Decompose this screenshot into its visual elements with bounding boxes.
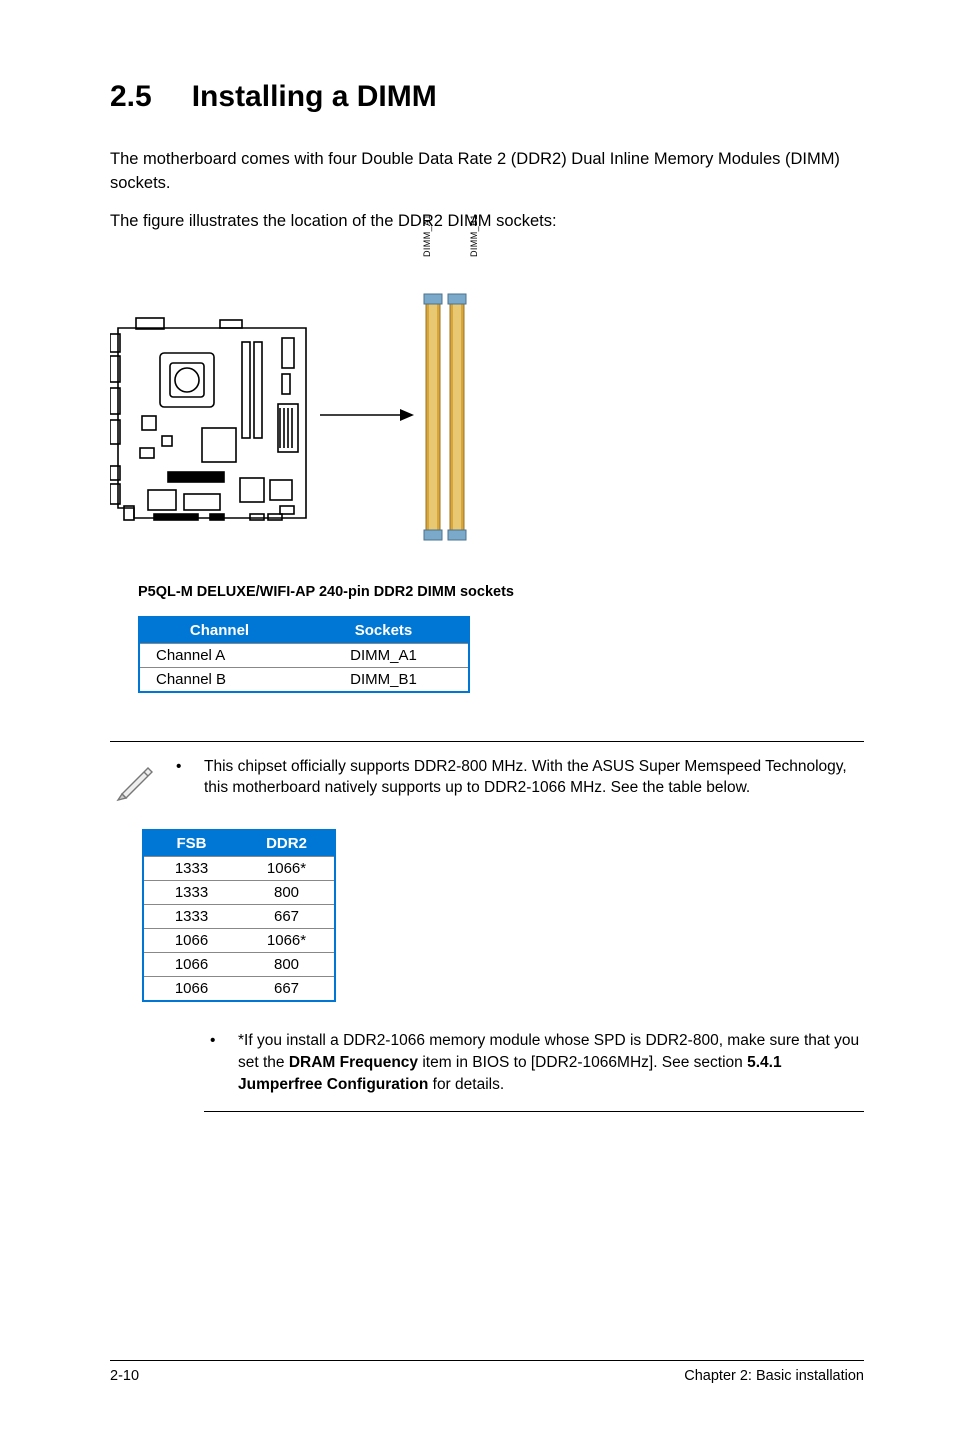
note-block-1: • This chipset officially supports DDR2-… (110, 741, 864, 807)
table-row: 13331066* (143, 857, 335, 881)
section-heading: 2.5 Installing a DIMM (110, 80, 864, 114)
chan-cell: DIMM_B1 (299, 667, 469, 692)
table-row: Channel A DIMM_A1 (139, 643, 469, 667)
bullet-icon: • (170, 756, 204, 799)
note2-text: *If you install a DDR2-1066 memory modul… (238, 1030, 864, 1095)
section-number: 2.5 (110, 80, 152, 114)
table-row: 1066800 (143, 953, 335, 977)
page-footer: 2-10 Chapter 2: Basic installation (110, 1360, 864, 1384)
table-row: 10661066* (143, 929, 335, 953)
fsb-ddr2-table: FSB DDR2 13331066* 1333800 1333667 10661… (142, 829, 336, 1002)
table-row: 1333800 (143, 881, 335, 905)
note-block-2: • *If you install a DDR2-1066 memory mod… (204, 1030, 864, 1112)
note-text: • This chipset officially supports DDR2-… (170, 756, 864, 807)
arrow-icon (320, 407, 414, 423)
dimm-sockets-diagram (420, 282, 480, 542)
section-title-text: Installing a DIMM (192, 80, 437, 113)
dimm-label-a1: DIMM_A1 (423, 214, 432, 257)
chapter-label: Chapter 2: Basic installation (684, 1368, 864, 1384)
chan-cell: Channel B (139, 667, 299, 692)
fsb-header-fsb: FSB (143, 830, 239, 857)
chan-cell: Channel A (139, 643, 299, 667)
pencil-icon (110, 756, 170, 807)
intro-paragraph-2: The figure illustrates the location of t… (110, 210, 864, 234)
diagram-caption: P5QL-M DELUXE/WIFI-AP 240-pin DDR2 DIMM … (138, 584, 864, 600)
channel-sockets-table: Channel Sockets Channel A DIMM_A1 Channe… (138, 616, 470, 693)
motherboard-diagram (110, 308, 320, 533)
chan-header-sockets: Sockets (299, 617, 469, 644)
table-row: 1066667 (143, 977, 335, 1002)
table-row: 1333667 (143, 905, 335, 929)
dimm-socket-labels: DIMM_A1 DIMM_B1 (432, 248, 524, 257)
dimm-label-b1: DIMM_B1 (470, 214, 479, 257)
chan-header-channel: Channel (139, 617, 299, 644)
note1-text: This chipset officially supports DDR2-80… (204, 756, 864, 799)
fsb-header-ddr2: DDR2 (239, 830, 335, 857)
bullet-icon: • (204, 1030, 238, 1095)
diagram-area: DIMM_A1 DIMM_B1 (110, 252, 864, 572)
table-row: Channel B DIMM_B1 (139, 667, 469, 692)
intro-paragraph-1: The motherboard comes with four Double D… (110, 148, 864, 196)
chan-cell: DIMM_A1 (299, 643, 469, 667)
page-number: 2-10 (110, 1368, 139, 1384)
